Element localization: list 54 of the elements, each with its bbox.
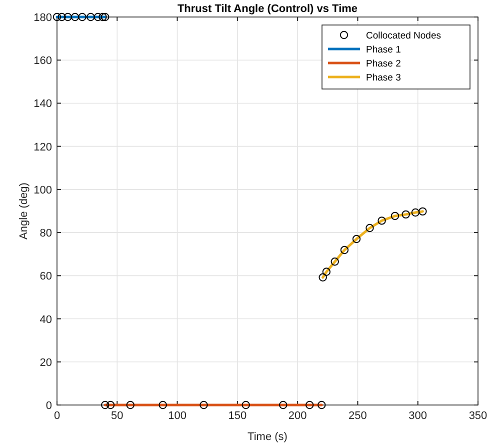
legend-label: Collocated Nodes (366, 30, 442, 42)
point (318, 400, 326, 410)
point (411, 208, 420, 217)
chart-title: Thrust Tilt Angle (Control) vs Time (177, 3, 358, 15)
y-axis-title: Angle (deg) (18, 182, 30, 240)
point (98, 12, 107, 22)
x-tick-label: 150 (228, 410, 247, 422)
y-tick-label: 160 (34, 55, 52, 68)
y-tick-label: 60 (40, 270, 52, 283)
point (352, 234, 361, 244)
point (330, 258, 339, 266)
x-tick-label: 50 (111, 410, 124, 422)
point (158, 400, 167, 410)
point (126, 400, 134, 410)
point (101, 400, 110, 410)
y-tick-label: 120 (34, 141, 52, 154)
point (306, 400, 314, 410)
point (390, 212, 400, 220)
x-tick-label: 100 (168, 410, 186, 422)
point (58, 12, 66, 22)
point (200, 400, 208, 410)
point (86, 12, 95, 22)
point (101, 12, 110, 22)
y-tick-label: 40 (40, 314, 52, 326)
y-tick-label: 80 (40, 228, 52, 240)
x-tick-label: 350 (468, 410, 488, 422)
point (378, 216, 386, 225)
point (340, 246, 349, 254)
legend-label: Phase 2 (366, 58, 401, 70)
point (366, 224, 374, 232)
y-tick-label: 20 (40, 356, 52, 369)
point (322, 268, 331, 276)
point (52, 12, 62, 22)
point (318, 273, 327, 282)
point (70, 12, 80, 22)
x-tick-label: 200 (288, 410, 307, 422)
x-tick-label: 0 (54, 410, 60, 422)
point (94, 12, 102, 22)
point (242, 400, 250, 410)
y-tick-label: 100 (34, 184, 52, 196)
point (418, 207, 427, 216)
point (279, 400, 288, 410)
point (78, 12, 86, 22)
x-tick-label: 300 (408, 410, 428, 422)
x-tick-label: 250 (348, 410, 367, 422)
legend-label: Phase 3 (366, 72, 401, 84)
point (402, 210, 410, 219)
x-axis-title: Time (s) (248, 431, 288, 443)
y-tick-label: 140 (34, 98, 52, 110)
legend-label: Phase 1 (366, 44, 401, 56)
y-tick-label: 0 (46, 400, 52, 412)
y-tick-label: 180 (34, 12, 52, 24)
point (106, 400, 115, 410)
point (64, 12, 72, 22)
